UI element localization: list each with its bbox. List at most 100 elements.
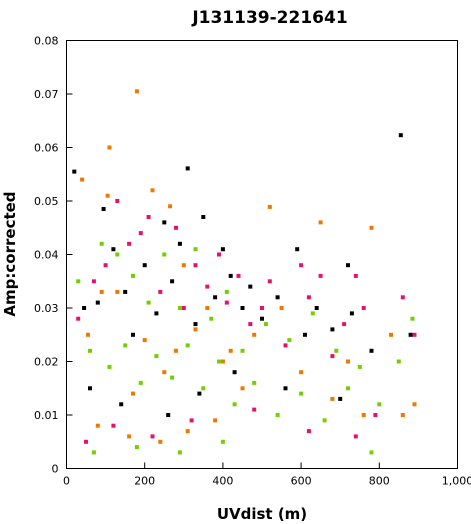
data-point xyxy=(99,241,104,246)
data-point xyxy=(76,279,81,284)
data-point xyxy=(115,252,120,257)
data-point xyxy=(119,402,124,407)
y-tick-label: 0.07 xyxy=(34,88,59,101)
data-point xyxy=(213,418,218,423)
data-point xyxy=(177,241,182,246)
data-point xyxy=(224,300,229,305)
data-point xyxy=(314,306,319,310)
data-point xyxy=(373,413,378,417)
data-point xyxy=(76,316,81,321)
data-point xyxy=(84,439,88,444)
data-point xyxy=(213,295,218,300)
data-point xyxy=(318,273,323,278)
data-point xyxy=(193,322,198,327)
data-point xyxy=(185,166,190,171)
y-tick-label: 0.02 xyxy=(34,356,59,369)
data-point xyxy=(111,423,116,428)
data-point xyxy=(412,332,417,337)
data-point xyxy=(318,220,323,225)
data-point xyxy=(248,322,253,327)
data-point xyxy=(322,418,327,423)
data-point xyxy=(201,215,206,219)
data-point xyxy=(123,343,128,348)
data-point xyxy=(209,316,214,321)
data-point xyxy=(154,354,159,359)
data-point xyxy=(131,332,135,337)
y-axis-label: Amp:corrected xyxy=(1,191,19,316)
y-tick-label: 0.06 xyxy=(34,142,59,155)
data-point xyxy=(193,263,198,268)
data-point xyxy=(205,284,210,289)
data-point xyxy=(224,289,229,294)
data-point xyxy=(299,391,304,396)
data-point xyxy=(95,300,100,305)
data-point xyxy=(174,225,178,230)
data-point xyxy=(217,359,221,364)
data-point xyxy=(131,391,135,396)
data-point xyxy=(252,380,257,385)
data-point xyxy=(88,386,92,391)
data-point xyxy=(334,348,339,353)
data-point xyxy=(138,380,143,385)
data-point xyxy=(174,348,178,353)
plot-area xyxy=(66,40,458,469)
data-point xyxy=(197,391,202,396)
data-point xyxy=(162,220,167,225)
data-point xyxy=(115,289,120,294)
data-point xyxy=(346,263,350,268)
data-point xyxy=(346,359,350,364)
x-axis-label: UVdist (m) xyxy=(217,505,307,523)
data-point xyxy=(267,279,272,284)
data-point xyxy=(410,316,415,321)
y-tick-label: 0.04 xyxy=(34,249,59,262)
chart-title: J131139-221641 xyxy=(191,8,347,28)
data-point xyxy=(201,386,206,391)
data-point xyxy=(240,306,245,310)
data-point xyxy=(398,133,403,138)
data-point xyxy=(88,348,92,353)
data-point xyxy=(377,402,382,407)
data-point xyxy=(287,338,292,343)
data-point xyxy=(123,289,128,294)
axis-ticks: 0 200 400 600 800 1,000 0 0.01 0.02 0.03 0.04 0.05 0… xyxy=(34,35,471,488)
data-point xyxy=(369,450,374,455)
data-point xyxy=(80,177,85,182)
data-point xyxy=(154,311,159,316)
data-point xyxy=(162,370,167,375)
y-tick-label: 0.05 xyxy=(34,195,59,208)
data-point xyxy=(150,434,155,439)
data-point xyxy=(111,247,116,252)
data-point xyxy=(240,386,245,391)
data-point xyxy=(260,306,264,310)
data-point xyxy=(263,322,268,327)
data-point xyxy=(279,306,284,310)
data-point xyxy=(220,439,225,444)
data-point xyxy=(220,359,225,364)
data-point xyxy=(127,241,132,246)
data-point xyxy=(299,263,304,268)
data-point xyxy=(275,413,280,417)
data-point xyxy=(95,423,100,428)
y-tick-label: 0 xyxy=(52,463,59,476)
data-point xyxy=(158,439,163,444)
data-point xyxy=(82,306,87,310)
data-point xyxy=(99,289,104,294)
data-point xyxy=(236,273,241,278)
data-point xyxy=(240,348,245,353)
data-point xyxy=(185,429,190,434)
data-point xyxy=(115,199,120,203)
data-point xyxy=(361,306,366,310)
data-point xyxy=(131,273,135,278)
x-tick-label: 0 xyxy=(63,475,70,488)
data-point xyxy=(353,434,358,439)
data-point xyxy=(91,450,96,455)
data-point xyxy=(303,332,307,337)
data-point xyxy=(400,413,405,417)
data-point xyxy=(146,300,151,305)
data-point xyxy=(134,445,139,450)
data-point xyxy=(146,215,151,219)
data-point xyxy=(91,279,96,284)
data-point xyxy=(181,263,186,268)
data-point xyxy=(158,289,163,294)
